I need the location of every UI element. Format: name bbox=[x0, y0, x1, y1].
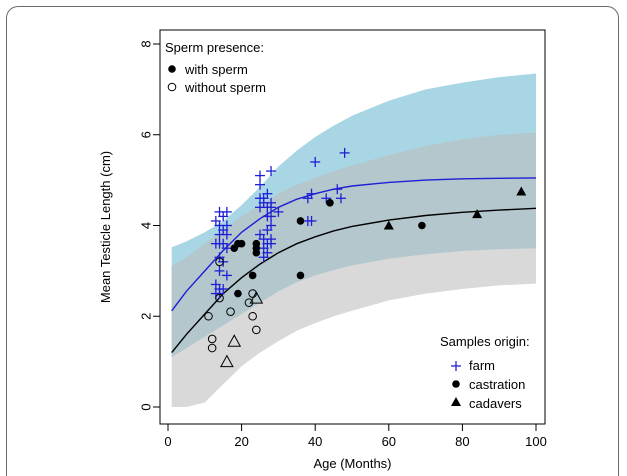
x-tick-label-0: 0 bbox=[164, 434, 171, 449]
band-overlap bbox=[171, 132, 536, 358]
point-farm-18 bbox=[221, 243, 232, 254]
point-castration-without-sperm-0 bbox=[207, 334, 217, 344]
point-castration-without-sperm-7 bbox=[248, 289, 257, 298]
x-tick-label-60: 60 bbox=[382, 434, 396, 449]
x-axis: 0 20 40 60 80 100 bbox=[164, 423, 547, 449]
legend-cadavers-marker bbox=[451, 397, 461, 406]
point-farm-51 bbox=[321, 193, 332, 204]
x-tick-label-100: 100 bbox=[525, 434, 547, 449]
point-castration-with-sperm-8 bbox=[296, 217, 305, 225]
point-farm-19 bbox=[221, 229, 232, 240]
point-farm-37 bbox=[262, 247, 273, 258]
legend-cadavers-label: cadavers bbox=[469, 396, 522, 411]
point-castration-without-sperm-5 bbox=[226, 307, 235, 317]
point-cadavers-with-sperm-0 bbox=[383, 220, 394, 230]
point-castration-with-sperm-10 bbox=[326, 199, 334, 207]
point-cadavers-with-sperm-1 bbox=[472, 209, 483, 219]
point-farm-52 bbox=[332, 184, 343, 195]
point-farm-20 bbox=[221, 220, 232, 231]
confidence-bands bbox=[171, 73, 536, 407]
point-castration-without-sperm-2 bbox=[204, 311, 213, 321]
point-farm-12 bbox=[218, 284, 229, 295]
point-farm-50 bbox=[310, 156, 321, 167]
point-cadavers-with-sperm-2 bbox=[516, 186, 527, 196]
curve-overall bbox=[171, 207, 537, 354]
point-farm-40 bbox=[266, 220, 277, 231]
point-farm-45 bbox=[273, 206, 284, 217]
y-tick-label-4: 4 bbox=[139, 222, 154, 229]
point-cadavers-without-sperm-1 bbox=[227, 334, 242, 347]
point-castration-with-sperm-2 bbox=[237, 239, 246, 248]
y-axis: 0 2 4 6 8 bbox=[139, 40, 161, 411]
data-points bbox=[204, 147, 527, 368]
point-farm-23 bbox=[255, 179, 265, 190]
legend-with-sperm-marker bbox=[168, 65, 176, 73]
point-castration-without-sperm-1 bbox=[207, 343, 217, 353]
point-farm-42 bbox=[266, 166, 277, 177]
point-farm-53 bbox=[335, 193, 346, 204]
point-farm-17 bbox=[221, 270, 232, 281]
point-castration-with-sperm-4 bbox=[248, 271, 257, 280]
x-tick-label-20: 20 bbox=[234, 434, 248, 449]
point-farm-22 bbox=[255, 170, 265, 181]
fitted-curves bbox=[171, 177, 537, 354]
legend-castration-label: castration bbox=[469, 377, 525, 392]
y-tick-label-8: 8 bbox=[139, 40, 154, 47]
point-castration-with-sperm-3 bbox=[234, 289, 242, 298]
legend-sperm-presence: Sperm presence: with sperm without sperm bbox=[165, 40, 266, 95]
point-castration-with-sperm-11 bbox=[418, 221, 426, 230]
legend-castration-marker bbox=[452, 380, 460, 388]
point-castration-without-sperm-4 bbox=[215, 257, 224, 267]
point-castration-without-sperm-8 bbox=[248, 311, 257, 321]
point-farm-6 bbox=[214, 265, 225, 276]
point-farm-49 bbox=[306, 215, 317, 226]
legend-origin-title: Samples origin: bbox=[440, 334, 530, 349]
x-tick-label-80: 80 bbox=[455, 434, 469, 449]
point-farm-39 bbox=[266, 211, 277, 222]
point-farm-48 bbox=[306, 188, 317, 199]
x-axis-label: Age (Months) bbox=[313, 456, 391, 471]
y-tick-label-2: 2 bbox=[139, 313, 154, 320]
point-farm-54 bbox=[339, 147, 350, 158]
curve-farm bbox=[171, 177, 537, 312]
x-tick-label-40: 40 bbox=[308, 434, 322, 449]
legend-sperm-title: Sperm presence: bbox=[165, 40, 264, 55]
point-castration-without-sperm-3 bbox=[215, 293, 224, 303]
point-farm-43 bbox=[266, 238, 277, 249]
point-farm-21 bbox=[221, 206, 232, 217]
y-tick-label-0: 0 bbox=[139, 403, 154, 410]
point-cadavers-without-sperm-2 bbox=[249, 291, 264, 304]
legend-samples-origin: Samples origin: farm castration cadavers bbox=[440, 334, 530, 411]
y-axis-label: Mean Testicle Length (cm) bbox=[98, 151, 113, 303]
point-castration-with-sperm-7 bbox=[252, 248, 261, 257]
y-tick-label-6: 6 bbox=[139, 131, 154, 138]
legend-without-sperm-marker bbox=[167, 82, 177, 92]
legend-farm-label: farm bbox=[469, 358, 495, 373]
legend-with-sperm-label: with sperm bbox=[184, 62, 248, 77]
point-castration-with-sperm-9 bbox=[296, 271, 305, 280]
point-cadavers-without-sperm-0 bbox=[220, 354, 234, 368]
point-farm-44 bbox=[266, 202, 277, 213]
point-farm-32 bbox=[262, 188, 273, 199]
point-castration-without-sperm-9 bbox=[252, 325, 261, 335]
legend-farm-marker bbox=[451, 361, 461, 371]
legend-without-sperm-label: without sperm bbox=[184, 80, 266, 95]
